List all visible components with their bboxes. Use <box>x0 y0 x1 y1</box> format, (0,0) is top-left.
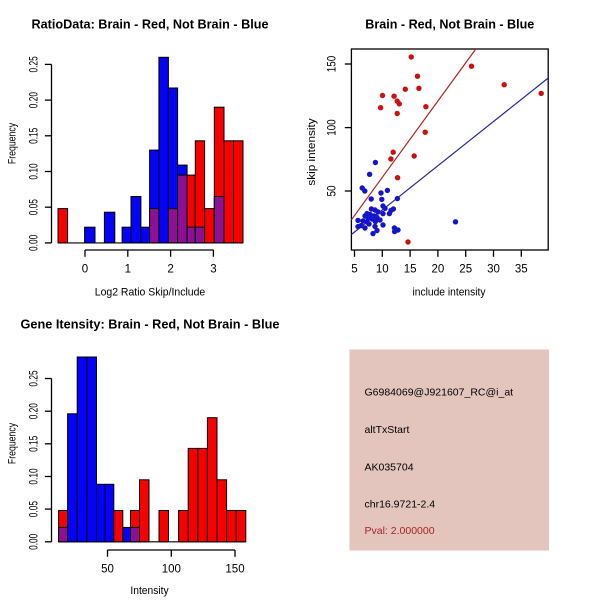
svg-text:0.20: 0.20 <box>29 92 41 108</box>
svg-text:0.00: 0.00 <box>29 235 41 251</box>
svg-text:50: 50 <box>101 564 114 576</box>
svg-text:include intensity: include intensity <box>413 287 486 299</box>
svg-text:25: 25 <box>459 264 472 276</box>
svg-text:150: 150 <box>225 564 244 576</box>
svg-text:AK035704: AK035704 <box>365 462 414 474</box>
svg-text:Brain - Red, Not Brain - Blue: Brain - Red, Not Brain - Blue <box>365 17 534 32</box>
svg-text:chr16.9721-2.4: chr16.9721-2.4 <box>365 499 436 511</box>
svg-text:0.10: 0.10 <box>29 468 41 484</box>
svg-text:0.20: 0.20 <box>29 403 41 419</box>
svg-text:2: 2 <box>167 264 173 276</box>
svg-text:0.25: 0.25 <box>29 56 41 72</box>
svg-text:0.15: 0.15 <box>29 128 41 144</box>
svg-text:skip intensity: skip intensity <box>306 118 318 186</box>
svg-text:Gene Itensity: Brain - Red, No: Gene Itensity: Brain - Red, Not Brain - … <box>21 316 280 331</box>
svg-text:0.05: 0.05 <box>29 501 41 517</box>
svg-text:100: 100 <box>162 564 181 576</box>
svg-text:Pval: 2.000000: Pval: 2.000000 <box>365 525 435 537</box>
svg-text:30: 30 <box>487 264 500 276</box>
svg-text:0.10: 0.10 <box>29 163 41 179</box>
svg-text:1: 1 <box>125 264 131 276</box>
svg-text:RatioData: Brain - Red, Not Br: RatioData: Brain - Red, Not Brain - Blue <box>32 17 269 32</box>
svg-text:15: 15 <box>404 264 417 276</box>
svg-text:50: 50 <box>327 186 339 197</box>
svg-text:Frequency: Frequency <box>7 122 19 164</box>
svg-text:5: 5 <box>351 264 357 276</box>
svg-text:10: 10 <box>376 264 389 276</box>
svg-text:0.00: 0.00 <box>29 534 41 550</box>
svg-text:3: 3 <box>210 264 216 276</box>
svg-text:0.25: 0.25 <box>29 370 41 386</box>
svg-text:20: 20 <box>432 264 445 276</box>
svg-text:Log2 Ratio Skip/Include: Log2 Ratio Skip/Include <box>95 287 206 299</box>
svg-text:35: 35 <box>515 264 528 276</box>
svg-text:G6984069@J921607_RC@i_at: G6984069@J921607_RC@i_at <box>365 387 514 399</box>
svg-text:0.15: 0.15 <box>29 436 41 452</box>
svg-text:150: 150 <box>327 56 339 72</box>
svg-text:Frequency: Frequency <box>7 422 19 464</box>
svg-text:Intensity: Intensity <box>130 585 169 597</box>
svg-text:0.05: 0.05 <box>29 199 41 215</box>
svg-text:0: 0 <box>82 264 88 276</box>
svg-text:100: 100 <box>327 119 339 135</box>
svg-text:altTxStart: altTxStart <box>365 424 410 436</box>
